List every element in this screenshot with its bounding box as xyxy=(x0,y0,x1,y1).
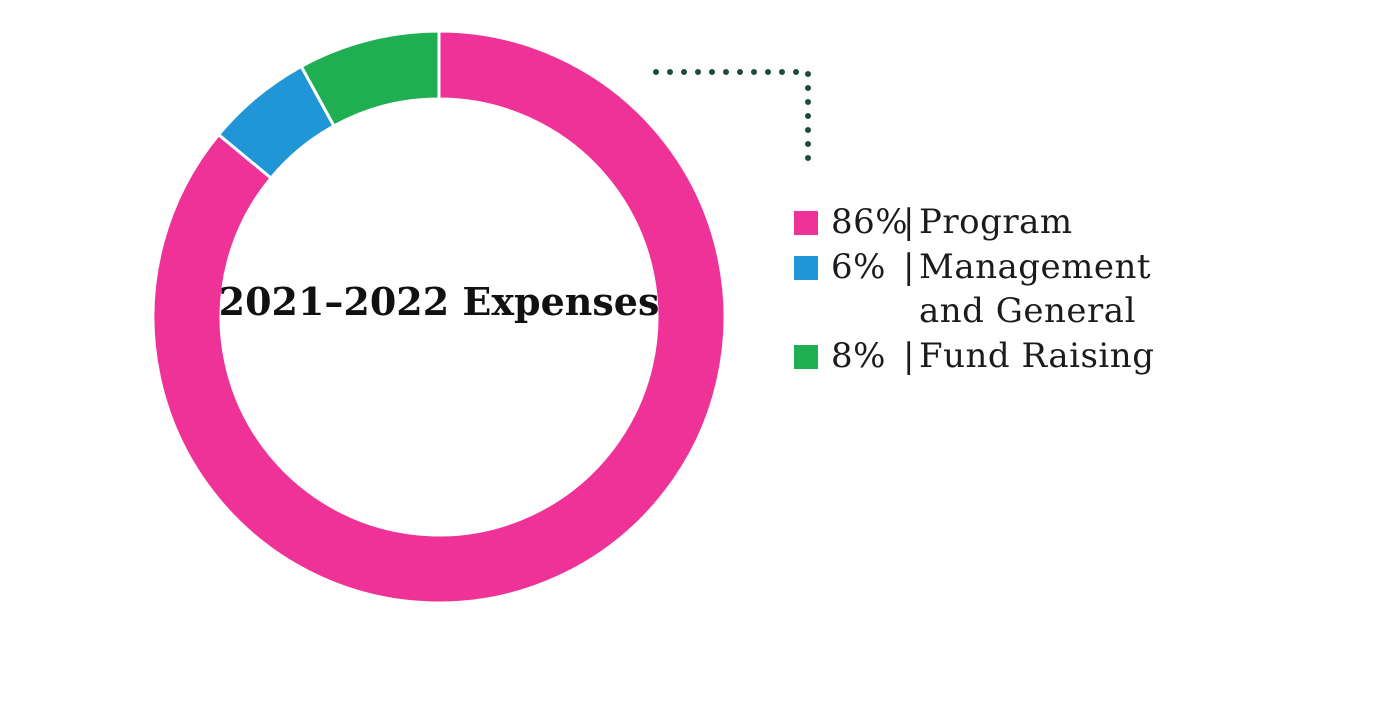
chart-legend: 86% | Program 6% | Management and Genera… xyxy=(794,200,1179,379)
legend-label-fundraising: Fund Raising xyxy=(919,336,1155,376)
donut-slice-program xyxy=(151,29,727,605)
legend-separator: | xyxy=(903,202,915,242)
legend-swatch-management xyxy=(794,256,818,280)
legend-separator: | xyxy=(903,247,915,287)
legend-label-program: Program xyxy=(919,202,1073,242)
legend-value-fundraising: 8% xyxy=(831,336,886,376)
legend-swatch-program xyxy=(794,211,818,235)
legend-item-fundraising: 8% | Fund Raising xyxy=(794,334,1179,378)
legend-swatch-fundraising xyxy=(794,345,818,369)
donut-slice-fundraising xyxy=(299,29,441,129)
chart-title: 2021–2022 Expenses xyxy=(219,279,660,324)
legend-value-program: 86% xyxy=(831,202,909,242)
legend-label-management: Management and General xyxy=(919,247,1152,331)
donut-slices xyxy=(151,29,727,605)
legend-item-management: 6% | Management and General xyxy=(794,245,1179,333)
legend-value-management: 6% xyxy=(831,247,886,287)
callout-dotted-line xyxy=(653,69,811,175)
legend-item-program: 86% | Program xyxy=(794,200,1179,244)
legend-separator: | xyxy=(903,336,915,376)
